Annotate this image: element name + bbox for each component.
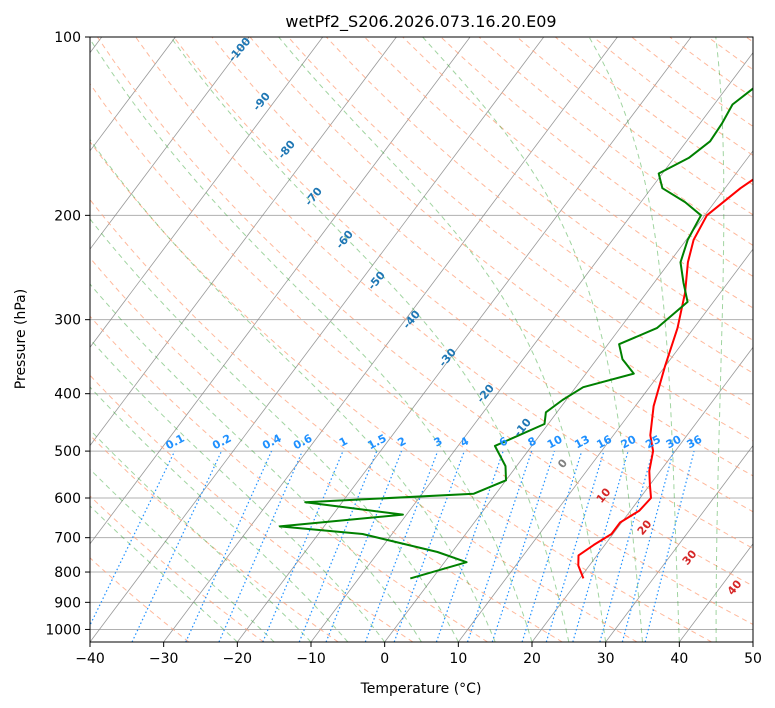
isotherm-line (531, 346, 753, 642)
y-tick-label: 900 (54, 595, 81, 611)
x-axis-label: Temperature (°C) (360, 681, 482, 697)
isotherm-line (605, 444, 753, 642)
moist-adiabat-line (422, 37, 643, 642)
dry-adiabat-line (135, 37, 753, 550)
mixing-ratio-line (572, 450, 629, 642)
mixing-ratio-line (218, 450, 303, 642)
x-tick-label: −20 (223, 651, 253, 667)
mixing-ratio-line (131, 450, 223, 642)
dry-adiabat-line (90, 374, 414, 642)
isotherm-line (310, 51, 753, 642)
y-tick-label: 1000 (45, 622, 81, 638)
y-tick-label: 400 (54, 387, 81, 403)
isotherm-line (237, 37, 692, 642)
sounding-line (577, 178, 753, 579)
dry-adiabat-line (364, 37, 753, 341)
x-tick-label: 50 (744, 651, 762, 667)
mixing-ratio-label: 16 (594, 433, 614, 452)
mixing-ratio-label: 20 (619, 433, 639, 452)
isotherm-line (90, 37, 176, 152)
y-tick-label: 800 (54, 565, 81, 581)
isotherm-line (90, 37, 545, 642)
moist-adiabat-line (715, 37, 725, 642)
x-tick-label: −10 (296, 651, 326, 667)
y-axis-label: Pressure (hPa) (13, 289, 29, 389)
isotherm-line (90, 37, 324, 348)
y-tick-label: 500 (54, 444, 81, 460)
dry-adiabat-line (402, 37, 753, 309)
mixing-ratio-line (491, 450, 555, 642)
mixing-ratio-line (599, 450, 654, 642)
moist-adiabat-line (90, 505, 238, 642)
x-tick-label: 10 (449, 651, 467, 667)
isotherm-line (90, 37, 397, 447)
dry-adiabat-line (90, 140, 712, 642)
isotherm-line (384, 150, 753, 642)
isotherm-line (90, 37, 471, 545)
dry-adiabat-line (211, 37, 753, 477)
y-tick-label: 700 (54, 531, 81, 547)
dry-adiabat-line (90, 557, 190, 642)
isotherm-line (90, 37, 250, 250)
moist-adiabat-line (278, 37, 607, 642)
x-tick-label: 40 (670, 651, 688, 667)
x-tick-label: −40 (75, 651, 105, 667)
mixing-ratio-label: 36 (685, 433, 705, 452)
mixing-ratio-line (545, 450, 605, 642)
series-layer (278, 87, 753, 580)
grid-layer (90, 37, 753, 642)
mixing-ratio-line (621, 450, 674, 642)
x-tick-label: 0 (380, 651, 389, 667)
y-tick-label: 600 (54, 491, 81, 507)
y-tick-label: 200 (54, 208, 81, 224)
moist-adiabat-line (90, 386, 349, 642)
isotherm-line (458, 248, 753, 642)
x-tick-label: 30 (597, 651, 615, 667)
dry-adiabat-line (90, 257, 563, 642)
mixing-ratio-line (185, 450, 273, 642)
dry-adiabat-line (90, 83, 753, 625)
x-axis-ticks: −40 −30 −20 −10 0 10 20 30 40 50 (75, 642, 762, 667)
dry-adiabat-line (173, 37, 753, 513)
mixing-ratio-line (521, 450, 583, 642)
moist-adiabat-line (90, 283, 422, 642)
y-axis-ticks: 100 200 300 400 500 600 700 800 900 1000 (45, 30, 90, 638)
y-tick-label: 300 (54, 313, 81, 329)
mixing-ratio-label: 30 (664, 433, 684, 452)
dry-adiabat-line (96, 37, 753, 587)
mixing-ratio-line (466, 450, 533, 642)
chart-title: wetPf2_S206.2026.073.16.20.E09 (285, 12, 556, 32)
dry-adiabat-line (287, 37, 753, 408)
mixing-ratio-line (262, 450, 344, 642)
moist-adiabat-line (588, 37, 680, 642)
y-tick-label: 100 (54, 30, 81, 46)
sounding-line (278, 87, 753, 580)
isotherm-line (163, 37, 618, 642)
plot-frame (89, 36, 754, 643)
x-tick-label: −30 (149, 651, 179, 667)
mixing-ratio-label: 13 (572, 433, 592, 452)
mixing-ratio-label: 25 (643, 433, 663, 452)
mixing-ratio-line (435, 450, 504, 642)
moist-adiabat-line (90, 138, 496, 642)
mixing-ratio-line (90, 450, 176, 627)
mixing-ratio-line (393, 450, 465, 642)
moist-adiabat-line (90, 218, 459, 642)
dry-adiabat-line (90, 198, 638, 642)
moist-adiabat-line (90, 429, 312, 642)
mixing-ratio-line (644, 450, 695, 642)
mixing-ratio-label: 10 (545, 433, 565, 452)
x-tick-label: 20 (523, 651, 541, 667)
